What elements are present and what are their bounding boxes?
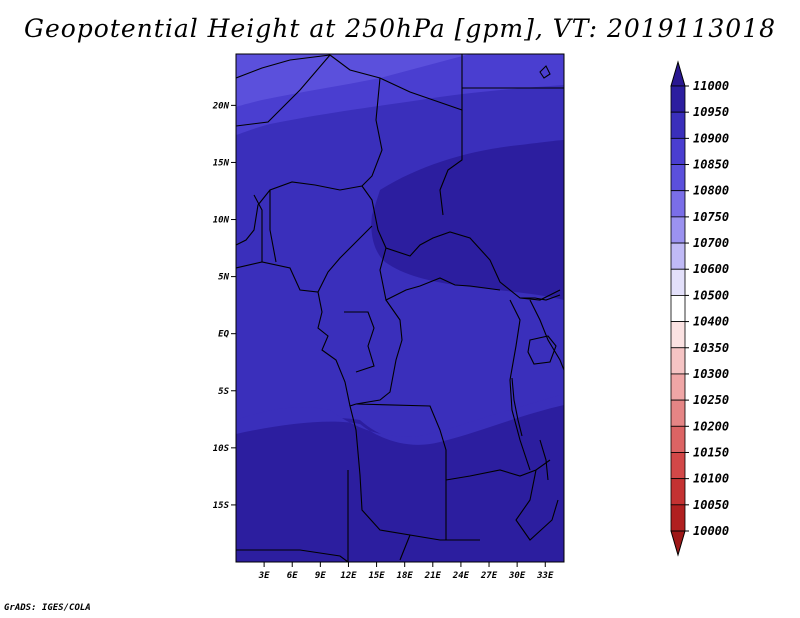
colorbar-segment (670, 399, 686, 427)
colorbar-label: 10950 (693, 105, 729, 119)
colorbar-arrow-bottom (670, 530, 686, 557)
field-band-south-mid (236, 395, 564, 445)
colorbar-label: 10600 (693, 262, 729, 276)
colorbar-segment (670, 216, 686, 244)
border-line (520, 294, 561, 301)
colorbar-label: 10500 (693, 288, 729, 302)
longitude-axis: 3E 6E 9E 12E 15E 18E 21E 24E 27E 30E 33E (258, 562, 554, 581)
lon-tick-label: 6E (287, 571, 298, 581)
lake-nasser-outline (539, 65, 551, 79)
colorbar-segment (670, 425, 686, 453)
border-line (355, 403, 447, 540)
lake-victoria-outline (527, 335, 557, 365)
colorbar-segment (670, 504, 686, 532)
colorbar-segment (670, 111, 686, 139)
credit-footer: GrADS: IGES/COLA (4, 603, 91, 613)
border-line (509, 299, 531, 471)
border-line (269, 190, 277, 263)
colorbar-segment (670, 137, 686, 165)
colorbar-label: 10900 (693, 131, 729, 145)
colorbar-arrow-top (670, 60, 686, 87)
lon-tick-label: 3E (258, 571, 270, 581)
border-line (361, 185, 561, 301)
border-line (361, 77, 383, 187)
colorbar-label: 10200 (693, 419, 729, 433)
border-line (445, 459, 551, 481)
latitude-axis: 20N 15N 10N 5N EQ 5S 10S 15S (212, 101, 236, 511)
border-line (529, 299, 564, 371)
colorbar-segment (670, 321, 686, 349)
lat-tick-label: 10S (213, 444, 230, 454)
field-band-north-light (236, 54, 470, 107)
lat-tick-label: 15S (213, 501, 230, 511)
lon-tick-label: 9E (315, 571, 326, 581)
border-line (399, 534, 411, 561)
lon-tick-label: 15E (368, 571, 385, 581)
colorbar-label: 10700 (693, 236, 729, 250)
field-region-south-deep (236, 400, 564, 562)
colorbar-segment (670, 85, 686, 113)
map-title: Geopotential Height at 250hPa [gpm], VT:… (23, 14, 777, 43)
colorbar-label: 10100 (693, 472, 729, 486)
lon-tick-label: 24E (452, 571, 470, 581)
border-line (236, 54, 331, 127)
border-line (236, 549, 349, 562)
colorbar-label: 10250 (693, 393, 729, 407)
colorbar-label: 10850 (693, 158, 729, 172)
border-line (379, 247, 501, 301)
lat-tick-label: 15N (213, 158, 230, 168)
lat-tick-label: 10N (213, 216, 230, 226)
border-line (253, 194, 263, 262)
lon-tick-label: 33E (536, 571, 554, 581)
colorbar-segment (670, 190, 686, 218)
colorbar-segment (670, 478, 686, 506)
lake-tanganyika-outline (511, 377, 523, 437)
lat-tick-label: 5S (218, 387, 229, 397)
border-line (344, 311, 375, 373)
colorbar-segment (670, 268, 686, 296)
colorbar-label: 10350 (693, 341, 729, 355)
colorbar-label: 10800 (693, 184, 729, 198)
border-line (236, 54, 331, 79)
lon-tick-label: 21E (424, 571, 442, 581)
map-frame (235, 53, 565, 563)
colorbar-segment (670, 295, 686, 322)
colorbar-segment (670, 164, 686, 192)
coast-central-west (317, 291, 351, 407)
border-line (355, 299, 403, 405)
colorbar: 11000 10950 10900 10850 10800 10750 10700 10600… (670, 60, 729, 557)
colorbar-label: 10050 (693, 498, 729, 512)
lon-tick-label: 12E (340, 571, 357, 581)
colorbar-label: 10150 (693, 445, 729, 459)
colorbar-label: 10300 (693, 367, 729, 381)
colorbar-label: 10000 (693, 524, 729, 538)
height-field (236, 54, 564, 562)
lat-tick-label: EQ (218, 330, 229, 340)
lake-malawi-outline (539, 439, 549, 481)
colorbar-segment (670, 347, 686, 375)
border-line (349, 403, 480, 541)
colorbar-segment (670, 452, 686, 480)
border-line (329, 54, 463, 111)
lat-tick-label: 20N (212, 101, 230, 111)
lon-tick-label: 18E (397, 571, 414, 581)
colorbar-segment (670, 242, 686, 270)
lat-tick-label: 5N (218, 273, 229, 283)
field-region-sahel-deep (371, 140, 564, 300)
colorbar-label: 10400 (693, 315, 729, 329)
lon-tick-label: 30E (508, 571, 526, 581)
lakes (511, 65, 557, 481)
colorbar-segment (670, 373, 686, 401)
borders (236, 54, 564, 562)
colorbar-label: 11000 (693, 79, 729, 93)
border-line (515, 469, 559, 541)
lon-tick-label: 27E (480, 571, 498, 581)
colorbar-label: 10750 (693, 210, 729, 224)
border-line (439, 110, 463, 216)
